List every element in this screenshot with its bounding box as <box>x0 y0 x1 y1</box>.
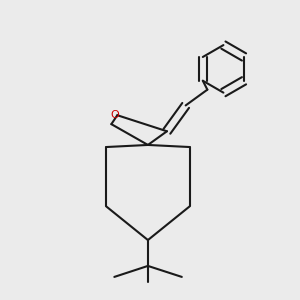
Text: O: O <box>110 110 119 120</box>
